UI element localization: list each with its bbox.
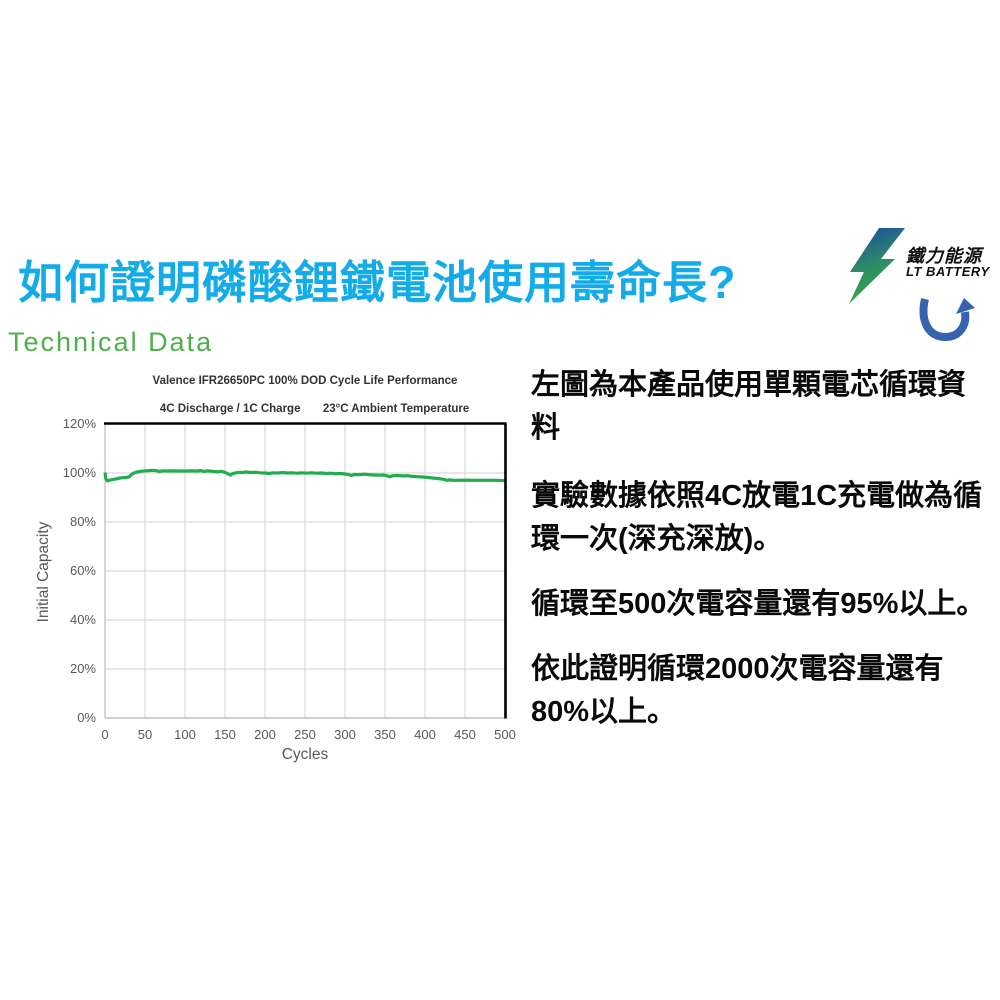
y-tick-label: 80% — [69, 514, 96, 529]
chart-title-line1: Valence IFR26650PC 100% DOD Cycle Life P… — [152, 375, 458, 387]
x-axis-title: Cycles — [281, 746, 329, 763]
x-tick-label: 200 — [254, 727, 276, 742]
brand-name-english: LT BATTERY — [906, 264, 990, 279]
capacity-line — [103, 468, 506, 483]
brand-name-chinese: 鐵力能源 — [906, 246, 982, 266]
x-tick-label: 0 — [101, 727, 109, 742]
y-tick-label: 20% — [69, 661, 96, 676]
x-tick-label: 50 — [137, 727, 153, 742]
description-paragraph: 依此證明循環2000次電容量還有80%以上。 — [531, 653, 944, 728]
y-axis-title: Initial Capacity — [35, 521, 52, 623]
lightning-bolt-icon — [849, 228, 905, 304]
x-tick-label: 350 — [374, 727, 396, 742]
u-turn-arrow-icon — [919, 298, 975, 342]
cycle-life-plot — [103, 422, 507, 719]
description-paragraph: 循環至500次電容量還有95%以上。 — [531, 588, 986, 620]
page-title: 如何證明磷酸鋰鐵電池使用壽命長? — [18, 257, 737, 308]
x-tick-label: 300 — [334, 727, 356, 742]
x-tick-label: 450 — [454, 727, 476, 742]
y-tick-label: 100% — [62, 465, 96, 480]
description-paragraph: 左圖為本產品使用單顆電芯循環資料 — [531, 369, 967, 444]
y-tick-label: 0% — [77, 710, 96, 725]
brand-logo: 鐵力能源 LT BATTERY — [840, 226, 998, 352]
x-tick-label: 400 — [414, 727, 436, 742]
chart-title: Valence IFR26650PC 100% DOD Cycle Life P… — [105, 374, 505, 430]
y-tick-label: 120% — [62, 416, 96, 431]
description-text-block: 左圖為本產品使用單顆電芯循環資料 實驗數據依照4C放電1C充電做為循環一次(深充… — [531, 364, 993, 756]
x-tick-label: 150 — [214, 727, 236, 742]
y-tick-label: 40% — [69, 612, 96, 627]
y-tick-label: 60% — [69, 563, 96, 578]
chart-title-line2: 4C Discharge / 1C Charge 23°C Ambient Te… — [159, 403, 470, 415]
x-tick-label: 500 — [494, 727, 516, 742]
x-tick-label: 250 — [294, 727, 316, 742]
section-label-technical-data: Technical Data — [8, 327, 214, 357]
x-tick-label: 100 — [174, 727, 196, 742]
description-paragraph: 實驗數據依照4C放電1C充電做為循環一次(深充深放)。 — [531, 480, 983, 555]
